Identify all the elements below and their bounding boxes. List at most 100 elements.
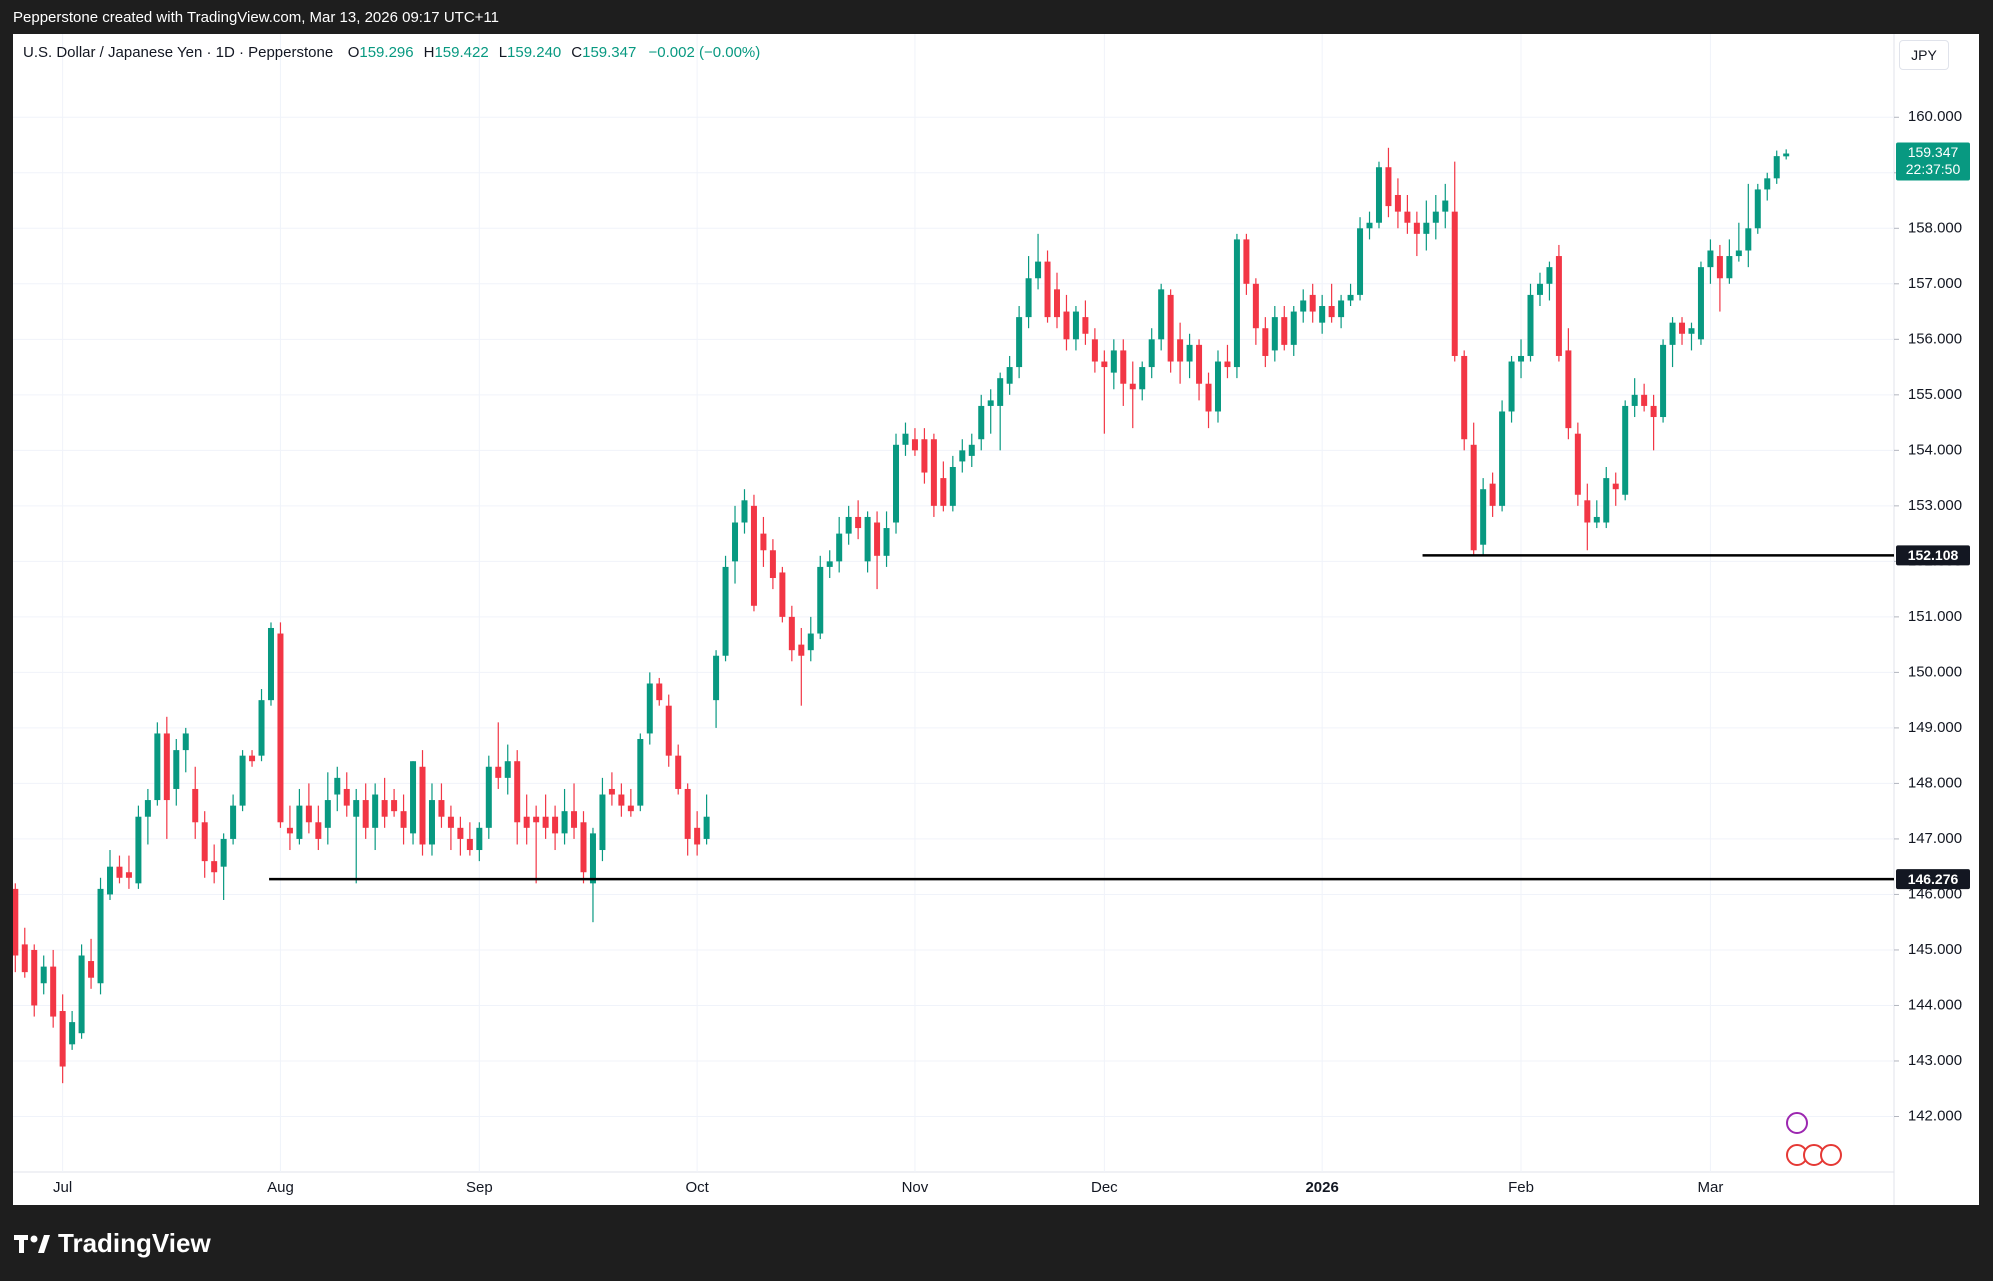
legend-label: O [347, 44, 360, 61]
candle-body [40, 966, 47, 984]
candle-body [1394, 194, 1401, 212]
candle-body [1357, 228, 1364, 295]
candle-body [1167, 294, 1174, 362]
candle-body [807, 633, 814, 651]
logo-icon [14, 1234, 50, 1253]
x-tick-label: Oct [685, 1179, 709, 1196]
candle-body [447, 816, 454, 828]
candle-body [1404, 211, 1411, 223]
candle-body [277, 633, 284, 823]
candle-body [1783, 153, 1790, 157]
candle-body [315, 822, 322, 839]
y-tick-label: 153.000 [1908, 497, 1962, 514]
candle-body [855, 516, 862, 529]
candle-body [1035, 261, 1042, 279]
event-icon [1786, 1112, 1808, 1134]
candle-body [31, 949, 38, 1006]
candle-body [13, 888, 19, 956]
candle-body [1139, 367, 1146, 390]
candle-body [1555, 256, 1562, 356]
legend-value: 159.240 [507, 44, 562, 61]
candle-body [684, 788, 691, 839]
candle-body [750, 505, 757, 606]
x-tick-label: Aug [267, 1179, 294, 1196]
candle-body [779, 572, 786, 617]
candle-body [1054, 289, 1060, 318]
candle-body [552, 816, 559, 834]
candle-body [930, 439, 937, 506]
candle-body [722, 566, 729, 656]
candle-body [125, 872, 132, 878]
price-label-box [1896, 869, 1970, 890]
candle-body [1290, 311, 1297, 345]
candle-body [845, 516, 852, 534]
candle-body [1243, 239, 1250, 284]
candle-body [296, 805, 303, 839]
x-tick-label: Feb [1508, 1179, 1534, 1196]
candle-body [438, 800, 445, 817]
candle-body [1214, 361, 1221, 412]
candle-body [1754, 189, 1761, 229]
candle-body [286, 827, 293, 834]
x-tick-label: Sep [466, 1179, 493, 1196]
y-tick-label: 150.000 [1908, 663, 1962, 680]
legend-value: 159.347 [582, 44, 637, 61]
candle-body [589, 833, 596, 884]
candle-body [1631, 394, 1638, 406]
candle-body [883, 528, 890, 556]
chart: 142.000 143.000 144.000 145.000 146.000 147.0… [13, 34, 1970, 1205]
candle-body [1186, 344, 1193, 362]
candle-body [1773, 156, 1780, 179]
candle-body [1148, 339, 1155, 368]
candle-body [1025, 278, 1032, 318]
x-tick-label: Nov [902, 1179, 929, 1196]
candle-body [1688, 328, 1695, 334]
candle-body [1252, 283, 1259, 329]
candle-body [1385, 167, 1392, 207]
candle-body [987, 400, 994, 406]
candle-body [1196, 344, 1203, 384]
y-tick-label: 149.000 [1908, 719, 1962, 736]
y-tick-label: 158.000 [1908, 219, 1962, 236]
candle-body [1536, 283, 1543, 295]
candle-body [1063, 311, 1070, 340]
candle-body [211, 861, 218, 873]
candle-body [656, 683, 663, 701]
candle-body [1271, 317, 1278, 351]
candle-body [1016, 317, 1023, 368]
candle-body [1764, 178, 1771, 190]
candle-body [1347, 294, 1354, 301]
candle-body [1224, 361, 1231, 368]
candle-body [353, 800, 360, 817]
candle-body [1110, 350, 1117, 373]
candle-body [1006, 367, 1013, 384]
logo-text: TradingView [58, 1228, 211, 1258]
candle-body [1072, 311, 1079, 340]
candle-body [864, 516, 871, 562]
candle-body [220, 838, 227, 867]
currency-button[interactable]: JPY [1899, 40, 1949, 70]
y-tick-label: 146.000 [1908, 885, 1962, 902]
candle-body [1366, 222, 1373, 229]
candle-body [1584, 500, 1591, 523]
candle-body [694, 827, 701, 845]
candle-body [1518, 355, 1525, 362]
candle-body [50, 966, 57, 1017]
candle-body [343, 788, 350, 806]
candle-body [485, 766, 492, 828]
price-label: 152.108 [1908, 547, 1959, 563]
candle-body [1375, 167, 1382, 223]
candle-body [968, 444, 975, 456]
candle-body [618, 794, 625, 806]
candle-body [1726, 256, 1733, 279]
change: −0.002 (−0.00%) [648, 44, 761, 61]
y-tick-label: 142.000 [1908, 1107, 1962, 1124]
candle-body [949, 466, 956, 506]
candle-body [542, 816, 549, 828]
symbol-title: U.S. Dollar / Japanese Yen · 1D · Pepper… [23, 44, 334, 61]
event-icon [1820, 1144, 1842, 1166]
legend: U.S. Dollar / Japanese Yen · 1D · Pepper… [23, 44, 768, 61]
candle-body [732, 522, 739, 562]
candle-body [1527, 294, 1534, 356]
y-tick-label: 148.000 [1908, 774, 1962, 791]
